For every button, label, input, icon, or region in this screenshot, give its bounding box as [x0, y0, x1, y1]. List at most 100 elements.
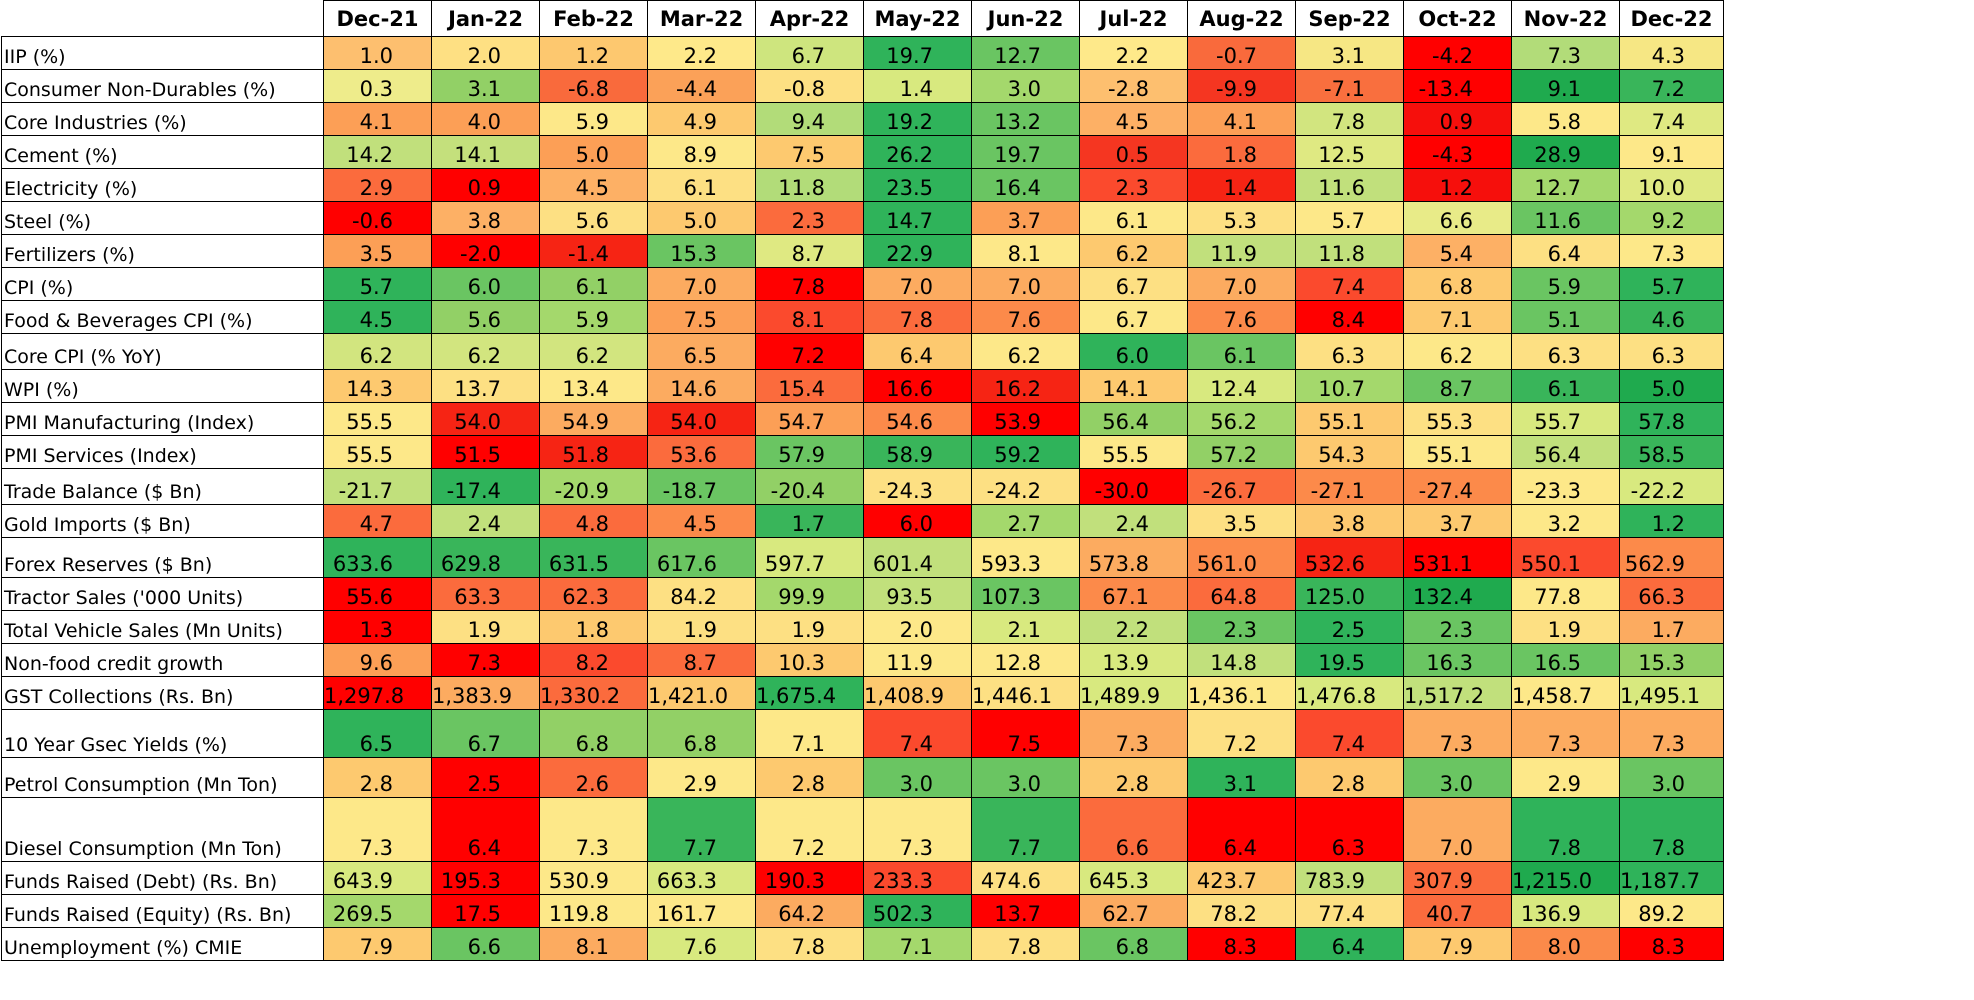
heatmap-cell: 530.9	[539, 861, 648, 895]
heatmap-cell: 15.3	[1619, 643, 1724, 677]
heatmap-cell: 2.6	[539, 757, 648, 798]
heatmap-cell: 54.9	[539, 402, 648, 436]
heatmap-cell: 54.0	[431, 402, 540, 436]
heatmap-cell: 645.3	[1079, 861, 1188, 895]
heatmap-cell: 28.9	[1511, 135, 1620, 169]
heatmap-cell: 9.1	[1511, 69, 1620, 103]
heatmap-cell: 93.5	[863, 577, 972, 611]
heatmap-cell: 233.3	[863, 861, 972, 895]
heatmap-cell: 64.2	[755, 894, 864, 928]
column-header: Dec-21	[323, 0, 432, 37]
heatmap-cell: 59.2	[971, 435, 1080, 469]
row-label: IIP (%)	[1, 36, 324, 70]
heatmap-cell: 1,297.8	[323, 676, 432, 710]
column-header: Jul-22	[1079, 0, 1188, 37]
heatmap-cell: 7.0	[647, 267, 756, 301]
table-row: Fertilizers (%) 3.5 -2.0 -1.4 15.3 8.7 22.9 8.1…	[1, 234, 1724, 268]
table-row: Total Vehicle Sales (Mn Units) 1.3 1.9 1.8 1…	[1, 610, 1724, 644]
heatmap-cell: 4.5	[539, 168, 648, 202]
heatmap-cell: 54.7	[755, 402, 864, 436]
heatmap-cell: 531.1	[1403, 537, 1512, 578]
heatmap-cell: 9.6	[323, 643, 432, 677]
heatmap-cell: 2.8	[323, 757, 432, 798]
table-row: Cement (%) 14.2 14.1 5.0 8.9 7.5 26.2 19.7 0.5 1.…	[1, 135, 1724, 169]
heatmap-cell: 51.5	[431, 435, 540, 469]
heatmap-cell: 1,517.2	[1403, 676, 1512, 710]
heatmap-cell: 6.0	[863, 504, 972, 538]
heatmap-cell: 8.9	[647, 135, 756, 169]
heatmap-cell: 6.4	[1295, 927, 1404, 961]
heatmap-cell: 2.8	[1079, 757, 1188, 798]
heatmap-cell: 7.1	[1403, 300, 1512, 334]
heatmap-cell: 0.9	[431, 168, 540, 202]
heatmap-cell: 8.2	[539, 643, 648, 677]
heatmap-cell: 0.3	[323, 69, 432, 103]
data-heatmap-table: Dec-21 Jan-22 Feb-22 Mar-22 Apr-22 May-22 Jun-…	[1, 0, 1724, 961]
heatmap-cell: 6.3	[1511, 333, 1620, 370]
heatmap-cell: 629.8	[431, 537, 540, 578]
heatmap-cell: 4.8	[539, 504, 648, 538]
heatmap-cell: 161.7	[647, 894, 756, 928]
heatmap-cell: 19.7	[863, 36, 972, 70]
table-row: Core Industries (%) 4.1 4.0 5.9 4.9 9.4 19.2 13…	[1, 102, 1724, 136]
column-header: Dec-22	[1619, 0, 1724, 37]
heatmap-cell: 9.2	[1619, 201, 1724, 235]
heatmap-cell: 6.8	[647, 709, 756, 758]
heatmap-cell: 6.8	[1403, 267, 1512, 301]
heatmap-cell: 0.5	[1079, 135, 1188, 169]
heatmap-cell: 1,187.7	[1619, 861, 1724, 895]
table-row: Diesel Consumption (Mn Ton) 7.3 6.4 7.3 7.7 7…	[1, 797, 1724, 862]
heatmap-cell: 5.7	[323, 267, 432, 301]
heatmap-cell: 6.1	[539, 267, 648, 301]
heatmap-cell: 7.2	[1187, 709, 1296, 758]
heatmap-cell: 3.1	[1187, 757, 1296, 798]
heatmap-cell: 99.9	[755, 577, 864, 611]
corner-cell	[1, 0, 324, 37]
column-header: May-22	[863, 0, 972, 37]
heatmap-cell: 1.9	[647, 610, 756, 644]
heatmap-cell: 6.1	[1511, 369, 1620, 403]
row-label: Food & Beverages CPI (%)	[1, 300, 324, 334]
heatmap-cell: 5.9	[1511, 267, 1620, 301]
heatmap-cell: 119.8	[539, 894, 648, 928]
heatmap-cell: 2.7	[971, 504, 1080, 538]
heatmap-cell: 6.2	[971, 333, 1080, 370]
row-label: 10 Year Gsec Yields (%)	[1, 709, 324, 758]
heatmap-cell: 6.3	[1295, 797, 1404, 862]
heatmap-cell: 7.6	[971, 300, 1080, 334]
heatmap-cell: 6.3	[1295, 333, 1404, 370]
table-row: Electricity (%) 2.9 0.9 4.5 6.1 11.8 23.5 16.4 2…	[1, 168, 1724, 202]
table-row: Food & Beverages CPI (%) 4.5 5.6 5.9 7.5 8.1 7…	[1, 300, 1724, 334]
heatmap-cell: 269.5	[323, 894, 432, 928]
heatmap-cell: 14.1	[431, 135, 540, 169]
heatmap-cell: 23.5	[863, 168, 972, 202]
heatmap-cell: 15.4	[755, 369, 864, 403]
heatmap-cell: 6.5	[647, 333, 756, 370]
table-row: GST Collections (Rs. Bn) 1,297.8 1,383.9 1,…	[1, 676, 1724, 710]
heatmap-cell: 4.5	[647, 504, 756, 538]
heatmap-cell: 6.6	[1079, 797, 1188, 862]
heatmap-cell: 55.7	[1511, 402, 1620, 436]
heatmap-cell: 2.2	[1079, 610, 1188, 644]
heatmap-cell: 195.3	[431, 861, 540, 895]
row-label: CPI (%)	[1, 267, 324, 301]
column-header: Oct-22	[1403, 0, 1512, 37]
heatmap-cell: 55.1	[1403, 435, 1512, 469]
heatmap-cell: 7.4	[1619, 102, 1724, 136]
heatmap-cell: 3.8	[1295, 504, 1404, 538]
column-header-row: Dec-21 Jan-22 Feb-22 Mar-22 Apr-22 May-22 Jun-…	[1, 0, 1724, 37]
heatmap-cell: -9.9	[1187, 69, 1296, 103]
heatmap-cell: 2.3	[1187, 610, 1296, 644]
heatmap-cell: 6.1	[647, 168, 756, 202]
heatmap-cell: 19.5	[1295, 643, 1404, 677]
heatmap-cell: 1.7	[755, 504, 864, 538]
heatmap-cell: 11.8	[1295, 234, 1404, 268]
row-label: Fertilizers (%)	[1, 234, 324, 268]
heatmap-cell: 5.4	[1403, 234, 1512, 268]
table-row: Non-food credit growth 9.6 7.3 8.2 8.7 10.3 11…	[1, 643, 1724, 677]
heatmap-cell: -17.4	[431, 468, 540, 505]
heatmap-cell: 16.6	[863, 369, 972, 403]
heatmap-cell: 66.3	[1619, 577, 1724, 611]
heatmap-cell: -20.9	[539, 468, 648, 505]
heatmap-cell: 7.0	[863, 267, 972, 301]
